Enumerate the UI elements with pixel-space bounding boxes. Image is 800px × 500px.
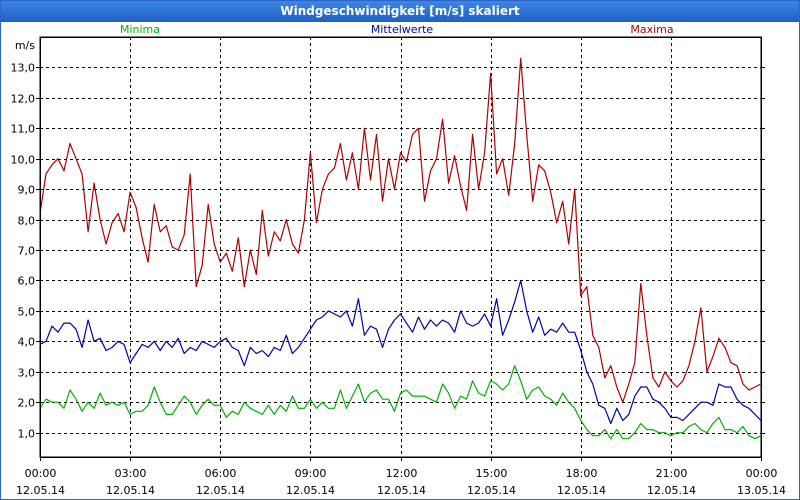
y-tick-label: 9,0 <box>18 184 36 197</box>
x-tick-time: 00:00 <box>746 467 778 480</box>
x-tick-date: 12.05.14 <box>467 484 516 497</box>
y-tick-label: 1,0 <box>18 428 36 441</box>
y-axis-label: m/s <box>15 39 35 52</box>
x-tick-date: 13.05.14 <box>737 484 786 497</box>
x-tick-time: 12:00 <box>386 467 418 480</box>
y-tick-label: 10,0 <box>11 154 36 167</box>
y-tick-label: 8,0 <box>18 215 36 228</box>
legend-entry-minima: Minima <box>120 23 160 36</box>
x-tick-date: 12.05.14 <box>377 484 426 497</box>
x-tick-time: 03:00 <box>115 467 147 480</box>
x-tick-time: 06:00 <box>205 467 237 480</box>
y-tick-label: 12,0 <box>11 93 36 106</box>
x-tick-date: 12.05.14 <box>557 484 606 497</box>
y-tick-label: 7,0 <box>18 245 36 258</box>
y-tick-label: 6,0 <box>18 275 36 288</box>
chart-title: Windgeschwindigkeit [m/s] skaliert <box>1 1 799 22</box>
y-tick-label: 3,0 <box>18 367 36 380</box>
x-tick-date: 12.05.14 <box>196 484 245 497</box>
y-tick-label: 5,0 <box>18 306 36 319</box>
legend-entry-maxima: Maxima <box>630 23 673 36</box>
x-tick-time: 00:00 <box>25 467 57 480</box>
x-tick-date: 12.05.14 <box>647 484 696 497</box>
y-tick-label: 11,0 <box>11 123 36 136</box>
y-tick-label: 2,0 <box>18 397 36 410</box>
x-tick-time: 09:00 <box>295 467 327 480</box>
series-line-mittelwerte <box>39 279 762 425</box>
x-tick-date: 12.05.14 <box>106 484 155 497</box>
x-tick-time: 15:00 <box>476 467 508 480</box>
legend-entry-mittelwerte: Mittelwerte <box>371 23 434 36</box>
x-tick-time: 21:00 <box>656 467 688 480</box>
x-tick-date: 12.05.14 <box>286 484 335 497</box>
plot-border <box>40 37 762 458</box>
series-line-maxima <box>39 57 762 403</box>
series-line-minima <box>39 365 762 440</box>
x-tick-time: 18:00 <box>566 467 598 480</box>
x-tick-date: 12.05.14 <box>16 484 65 497</box>
y-tick-label: 13,0 <box>11 62 36 75</box>
y-tick-label: 4,0 <box>18 336 36 349</box>
